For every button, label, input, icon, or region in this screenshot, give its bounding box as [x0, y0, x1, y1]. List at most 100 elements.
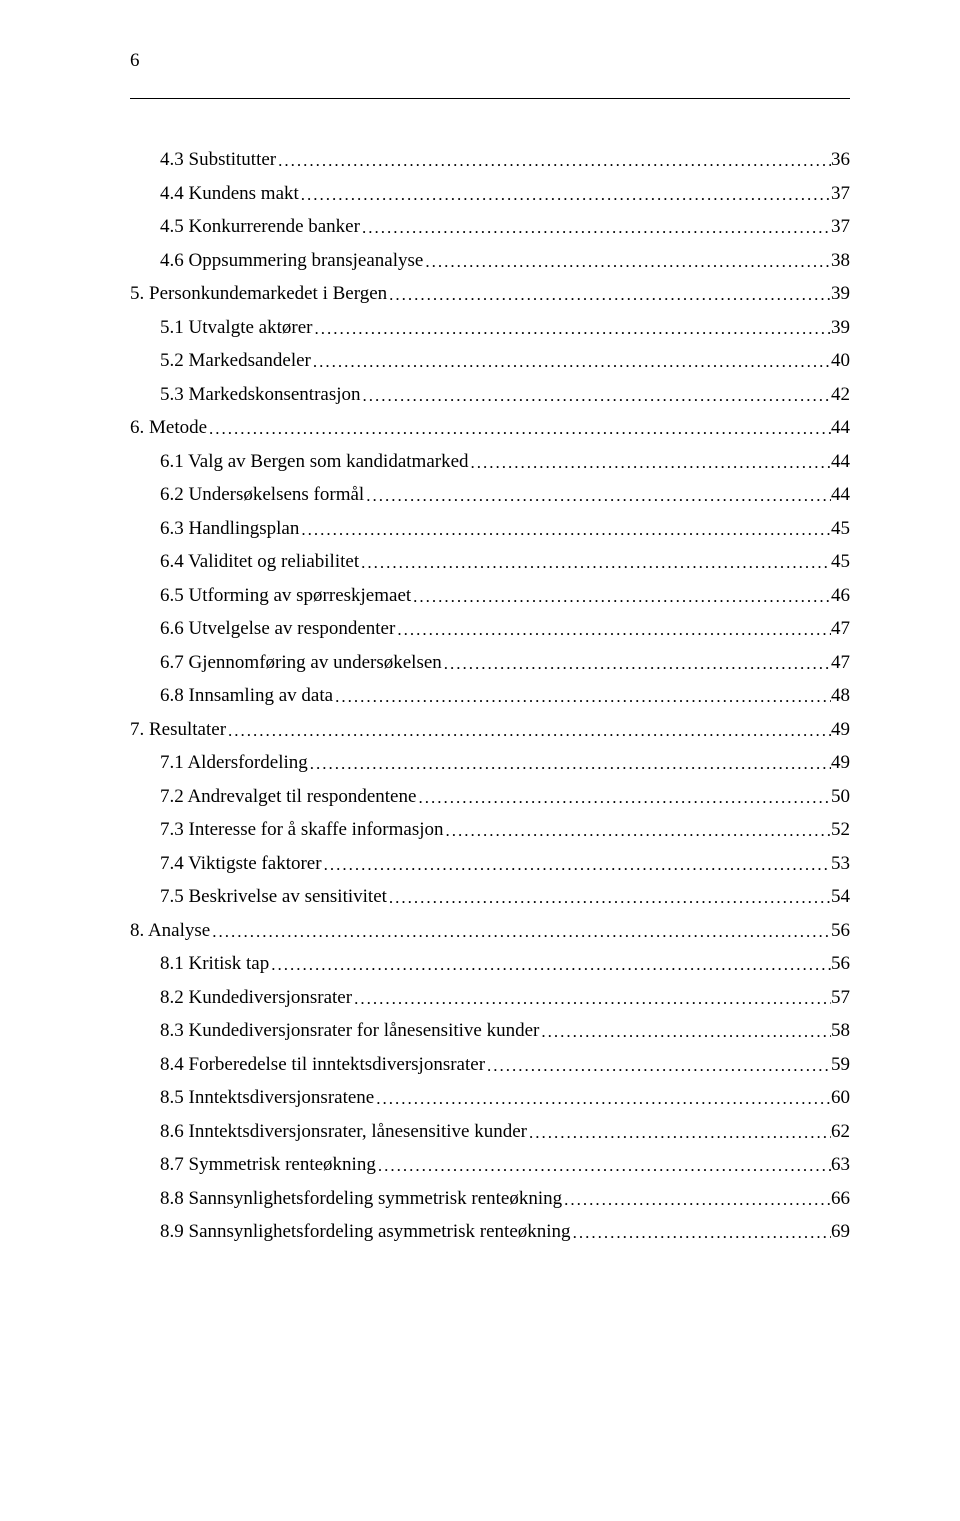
toc-leader-dots: ........................................… — [361, 387, 831, 404]
toc-entry: 6.2 Undersøkelsens formål...............… — [130, 485, 850, 504]
toc-leader-dots: ........................................… — [360, 219, 831, 236]
toc-entry-label: 8.4 Forberedelse til inntektsdiversjonsr… — [160, 1055, 485, 1074]
toc-entry: 8.8 Sannsynlighetsfordeling symmetrisk r… — [130, 1189, 850, 1208]
toc-leader-dots: ........................................… — [395, 621, 831, 638]
toc-entry-label: 7.5 Beskrivelse av sensitivitet — [160, 887, 387, 906]
toc-entry-label: 4.6 Oppsummering bransjeanalyse — [160, 251, 423, 270]
toc-entry-page: 63 — [831, 1155, 850, 1174]
toc-entry-label: 5.3 Markedskonsentrasjon — [160, 385, 361, 404]
toc-leader-dots: ........................................… — [207, 420, 831, 437]
toc-leader-dots: ........................................… — [539, 1023, 831, 1040]
toc-entry: 6.5 Utforming av spørreskjemaet.........… — [130, 586, 850, 605]
toc-entry: 4.5 Konkurrerende banker................… — [130, 217, 850, 236]
toc-entry-page: 54 — [831, 887, 850, 906]
toc-entry-page: 46 — [831, 586, 850, 605]
toc-entry-label: 6.6 Utvelgelse av respondenter — [160, 619, 395, 638]
toc-entry: 6. Metode...............................… — [130, 418, 850, 437]
toc-entry-page: 47 — [831, 619, 850, 638]
toc-entry-page: 44 — [831, 485, 850, 504]
toc-leader-dots: ........................................… — [226, 722, 831, 739]
toc-entry-label: 5.1 Utvalgte aktører — [160, 318, 312, 337]
toc-entry: 5. Personkundemarkedet i Bergen.........… — [130, 284, 850, 303]
toc-entry-label: 7.3 Interesse for å skaffe informasjon — [160, 820, 444, 839]
toc-entry-page: 47 — [831, 653, 850, 672]
toc-leader-dots: ........................................… — [374, 1090, 831, 1107]
toc-entry-label: 6.7 Gjennomføring av undersøkelsen — [160, 653, 442, 672]
toc-entry-label: 8. Analyse — [130, 921, 210, 940]
toc-entry: 6.1 Valg av Bergen som kandidatmarked...… — [130, 452, 850, 471]
toc-entry-label: 5. Personkundemarkedet i Bergen — [130, 284, 387, 303]
toc-entry-label: 8.3 Kundediversjonsrater for lånesensiti… — [160, 1021, 539, 1040]
toc-entry: 5.1 Utvalgte aktører....................… — [130, 318, 850, 337]
toc-leader-dots: ........................................… — [416, 789, 831, 806]
toc-entry-label: 8.5 Inntektsdiversjonsratene — [160, 1088, 374, 1107]
toc-leader-dots: ........................................… — [423, 253, 831, 270]
toc-entry-page: 37 — [831, 184, 850, 203]
toc-leader-dots: ........................................… — [333, 688, 831, 705]
toc-entry-page: 60 — [831, 1088, 850, 1107]
toc-entry: 8.9 Sannsynlighetsfordeling asymmetrisk … — [130, 1222, 850, 1241]
toc-entry-label: 6.4 Validitet og reliabilitet — [160, 552, 359, 571]
toc-entry-page: 57 — [831, 988, 850, 1007]
toc-entry: 6.7 Gjennomføring av undersøkelsen......… — [130, 653, 850, 672]
toc-leader-dots: ........................................… — [411, 588, 831, 605]
toc-entry-page: 45 — [831, 519, 850, 538]
toc-entry-page: 50 — [831, 787, 850, 806]
toc-entry: 8.4 Forberedelse til inntektsdiversjonsr… — [130, 1055, 850, 1074]
toc-entry-page: 56 — [831, 954, 850, 973]
toc-entry: 7.3 Interesse for å skaffe informasjon..… — [130, 820, 850, 839]
page-number: 6 — [130, 50, 140, 72]
toc-leader-dots: ........................................… — [352, 990, 831, 1007]
toc-entry-label: 6. Metode — [130, 418, 207, 437]
toc-entry-page: 42 — [831, 385, 850, 404]
toc-leader-dots: ........................................… — [442, 655, 831, 672]
toc-leader-dots: ........................................… — [364, 487, 831, 504]
toc-entry-page: 38 — [831, 251, 850, 270]
toc-entry-label: 8.7 Symmetrisk renteøkning — [160, 1155, 376, 1174]
toc-entry: 4.6 Oppsummering bransjeanalyse.........… — [130, 251, 850, 270]
toc-entry-page: 44 — [831, 418, 850, 437]
toc-leader-dots: ........................................… — [269, 956, 831, 973]
toc-leader-dots: ........................................… — [387, 286, 831, 303]
toc-leader-dots: ........................................… — [444, 822, 832, 839]
toc-entry-label: 5.2 Markedsandeler — [160, 351, 311, 370]
toc-entry-label: 4.4 Kundens makt — [160, 184, 299, 203]
toc-leader-dots: ........................................… — [210, 923, 831, 940]
toc-entry: 7.1 Aldersfordeling.....................… — [130, 753, 850, 772]
toc-entry: 8.2 Kundediversjonsrater................… — [130, 988, 850, 1007]
toc-entry: 8.1 Kritisk tap.........................… — [130, 954, 850, 973]
toc-entry-page: 56 — [831, 921, 850, 940]
toc-entry: 8.6 Inntektsdiversjonsrater, lånesensiti… — [130, 1122, 850, 1141]
toc-leader-dots: ........................................… — [485, 1057, 831, 1074]
toc-entry-page: 53 — [831, 854, 850, 873]
toc-entry-label: 6.2 Undersøkelsens formål — [160, 485, 364, 504]
toc-entry-page: 52 — [831, 820, 850, 839]
toc-entry-label: 6.1 Valg av Bergen som kandidatmarked — [160, 452, 469, 471]
toc-leader-dots: ........................................… — [299, 186, 831, 203]
toc-entry-label: 6.8 Innsamling av data — [160, 686, 333, 705]
toc-leader-dots: ........................................… — [322, 856, 831, 873]
toc-entry-label: 8.9 Sannsynlighetsfordeling asymmetrisk … — [160, 1222, 571, 1241]
toc-entry-page: 40 — [831, 351, 850, 370]
toc-entry: 7. Resultater...........................… — [130, 720, 850, 739]
toc-leader-dots: ........................................… — [562, 1191, 831, 1208]
toc-entry: 8. Analyse..............................… — [130, 921, 850, 940]
toc-leader-dots: ........................................… — [527, 1124, 831, 1141]
toc-entry-page: 48 — [831, 686, 850, 705]
header-divider — [130, 98, 850, 99]
toc-entry: 5.3 Markedskonsentrasjon................… — [130, 385, 850, 404]
toc-entry-label: 8.8 Sannsynlighetsfordeling symmetrisk r… — [160, 1189, 562, 1208]
toc-leader-dots: ........................................… — [276, 152, 831, 169]
toc-entry: 6.4 Validitet og reliabilitet...........… — [130, 552, 850, 571]
toc-entry-page: 49 — [831, 753, 850, 772]
toc-leader-dots: ........................................… — [311, 353, 831, 370]
toc-entry-page: 39 — [831, 284, 850, 303]
toc-entry: 8.3 Kundediversjonsrater for lånesensiti… — [130, 1021, 850, 1040]
toc-entry-label: 8.1 Kritisk tap — [160, 954, 269, 973]
toc-entry: 8.5 Inntektsdiversjonsratene............… — [130, 1088, 850, 1107]
toc-entry-label: 8.6 Inntektsdiversjonsrater, lånesensiti… — [160, 1122, 527, 1141]
toc-entry: 7.5 Beskrivelse av sensitivitet.........… — [130, 887, 850, 906]
toc-entry-page: 44 — [831, 452, 850, 471]
toc-entry: 8.7 Symmetrisk renteøkning..............… — [130, 1155, 850, 1174]
toc-entry-page: 49 — [831, 720, 850, 739]
